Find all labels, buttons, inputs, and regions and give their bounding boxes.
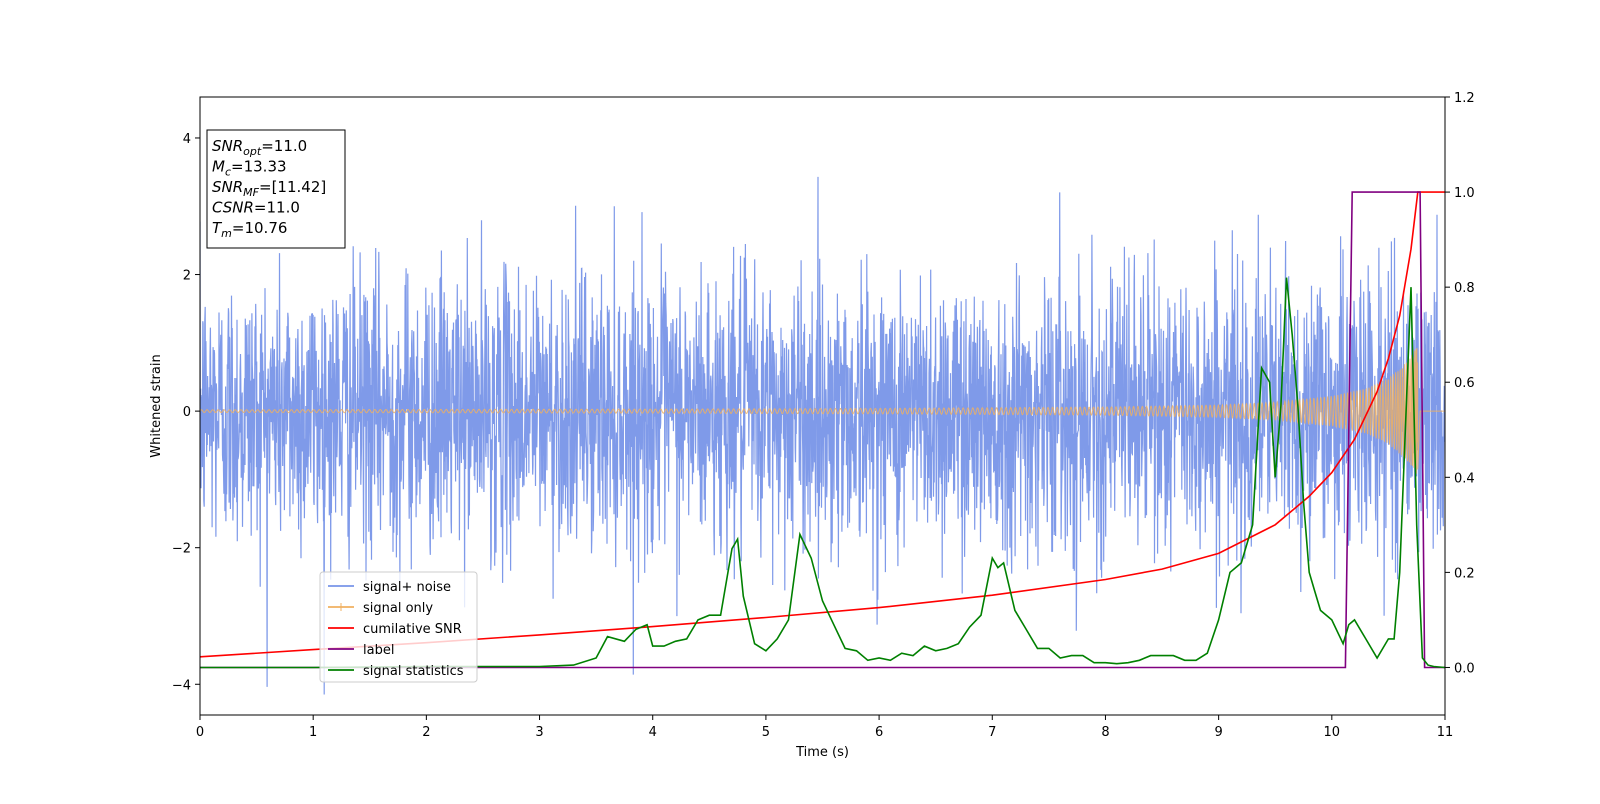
signal-only-line <box>200 347 1445 474</box>
y2-tick-label: 0.2 <box>1454 566 1475 581</box>
plot-frame <box>199 96 1446 716</box>
info-line: Mc=13.33 <box>212 158 287 179</box>
y-axis-label: Whitened strain <box>149 354 164 457</box>
y2-tick-label: 0.8 <box>1454 281 1475 296</box>
x-tick-label: 7 <box>988 725 996 740</box>
legend-box <box>319 571 478 683</box>
y-tick-label: 0 <box>183 405 191 420</box>
y2-tick-label: 1.2 <box>1454 91 1475 106</box>
plot-area <box>200 176 1445 695</box>
x-tick-label: 3 <box>535 725 543 740</box>
info-subscript: c <box>225 166 231 179</box>
label-line <box>200 191 1445 669</box>
info-value: =10.76 <box>232 219 288 237</box>
legend-label: signal statistics <box>363 664 464 679</box>
info-subscript: MF <box>243 186 259 199</box>
info-line: SNRopt=11.0 <box>212 137 307 158</box>
legend-label: signal only <box>363 601 433 616</box>
x-tick-label: 10 <box>1324 725 1341 740</box>
info-symbol: SNR <box>212 178 243 196</box>
signal-statistics-line <box>200 277 1445 669</box>
info-value: =11.0 <box>261 137 307 155</box>
x-tick-label: 9 <box>1214 725 1222 740</box>
legend-label: signal+ noise <box>363 580 451 595</box>
x-axis-label: Time (s) <box>795 745 849 760</box>
y2-tick-label: 0.6 <box>1454 376 1475 391</box>
info-line: Tm=10.76 <box>212 219 287 240</box>
info-line: SNRMF=[11.42] <box>212 178 326 199</box>
info-symbol: T <box>212 219 223 237</box>
info-value: =13.33 <box>231 158 287 176</box>
x-tick-label: 8 <box>1101 725 1109 740</box>
x-tick-label: 4 <box>649 725 657 740</box>
info-symbol: CSNR <box>212 199 254 217</box>
x-tick-label: 6 <box>875 725 883 740</box>
info-subscript: m <box>221 227 232 240</box>
x-tick-label: 2 <box>422 725 430 740</box>
info-symbol: M <box>212 158 225 176</box>
legend-label: cumilative SNR <box>363 622 462 637</box>
x-tick-label: 11 <box>1437 725 1454 740</box>
legend-label: label <box>363 643 394 658</box>
cumilative-snr-line <box>200 191 1445 658</box>
y2-tick-label: 1.0 <box>1454 186 1475 201</box>
info-subscript: opt <box>243 145 262 158</box>
info-box <box>206 129 346 249</box>
x-tick-label: 5 <box>762 725 770 740</box>
signal-noise-line <box>200 176 1445 695</box>
info-symbol: SNR <box>212 137 243 155</box>
x-tick-label: 1 <box>309 725 317 740</box>
y-tick-label: 4 <box>183 132 191 147</box>
info-line: CSNR=11.0 <box>212 199 300 217</box>
y-tick-label: 2 <box>183 269 191 284</box>
y-tick-label: −2 <box>172 542 191 557</box>
y2-tick-label: 0.0 <box>1454 661 1475 676</box>
info-value: =11.0 <box>254 199 300 217</box>
y-tick-label: −4 <box>172 678 191 693</box>
info-value: =[11.42] <box>259 178 326 196</box>
y2-tick-label: 0.4 <box>1454 471 1475 486</box>
x-tick-label: 0 <box>196 725 204 740</box>
